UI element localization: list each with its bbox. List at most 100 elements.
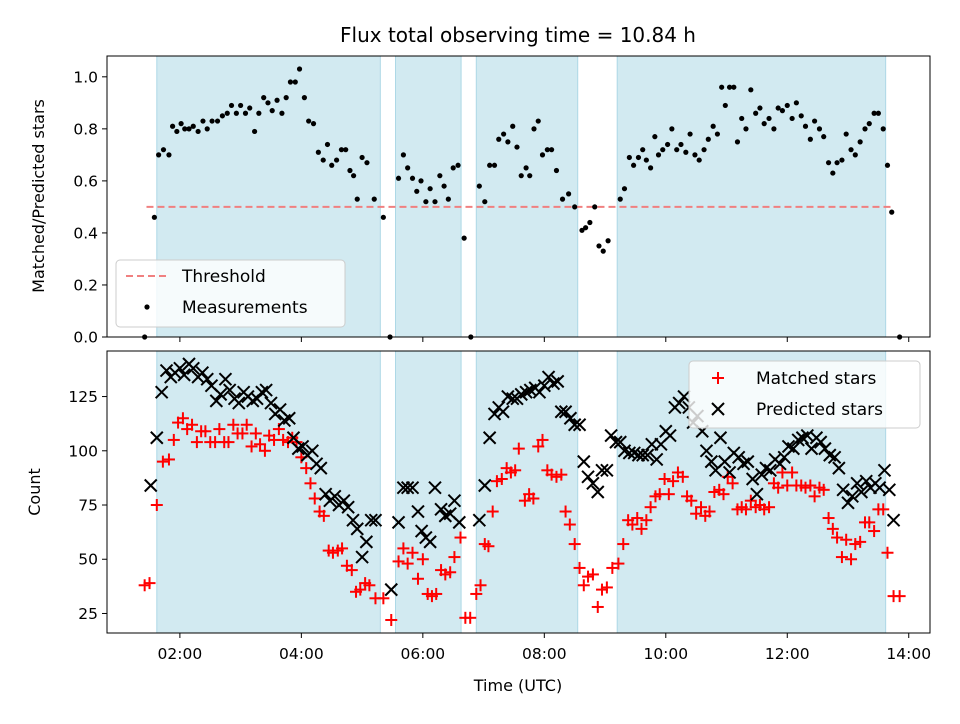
predicted-star-point bbox=[359, 535, 374, 549]
matched-star-point bbox=[143, 577, 156, 590]
matched-star-point bbox=[662, 488, 675, 501]
predicted-star-point bbox=[736, 457, 751, 471]
predicted-star-point bbox=[222, 383, 237, 397]
top-legend: Threshold Measurements bbox=[115, 259, 346, 328]
measurement-point bbox=[825, 160, 832, 166]
predicted-star-point bbox=[636, 448, 650, 462]
matched-star-point bbox=[176, 412, 189, 425]
matched-star-point bbox=[213, 423, 226, 436]
measurement-point bbox=[566, 191, 572, 197]
bottom-shaded-intervals bbox=[156, 350, 887, 634]
predicted-star-point bbox=[487, 407, 502, 421]
measurement-point bbox=[274, 97, 280, 103]
matched-star-point bbox=[448, 551, 461, 564]
measurement-point bbox=[648, 165, 654, 171]
y-tick-label: 0.4 bbox=[73, 224, 98, 242]
predicted-star-point bbox=[264, 396, 278, 410]
measurement-point bbox=[683, 149, 689, 155]
predicted-star-point bbox=[218, 372, 233, 386]
measurement-point bbox=[315, 149, 321, 155]
measurement-point bbox=[441, 183, 447, 189]
matched-star-point bbox=[222, 436, 235, 449]
legend-predicted-swatch bbox=[711, 402, 725, 416]
predicted-star-point bbox=[405, 480, 420, 495]
matched-star-point bbox=[167, 433, 180, 446]
measurement-point bbox=[347, 167, 353, 174]
top-panel: 0.0 0.2 0.4 0.6 0.8 1.0 Matched/Predicted sta… bbox=[29, 55, 931, 347]
matched-star-point bbox=[345, 564, 358, 577]
measurement-point bbox=[350, 173, 357, 179]
predicted-star-point bbox=[600, 463, 614, 478]
predicted-star-point bbox=[200, 372, 214, 386]
measurement-point bbox=[496, 136, 502, 142]
measurement-point bbox=[807, 136, 813, 142]
matched-star-point bbox=[563, 518, 576, 531]
shaded-interval bbox=[395, 55, 462, 338]
predicted-star-point bbox=[337, 493, 351, 508]
matched-star-point bbox=[640, 514, 653, 527]
matched-star-point bbox=[606, 561, 619, 574]
measurement-point bbox=[151, 214, 157, 220]
measurement-point bbox=[261, 95, 267, 101]
matched-star-point bbox=[532, 440, 545, 453]
predicted-star-point bbox=[572, 418, 587, 432]
matched-star-point bbox=[430, 587, 443, 600]
predicted-star-point bbox=[350, 522, 364, 536]
measurement-point bbox=[166, 152, 172, 158]
bottom-legend-box bbox=[688, 360, 921, 429]
measurement-point bbox=[505, 139, 511, 145]
bottom-legend: Matched stars Predicted stars bbox=[688, 360, 921, 429]
measurement-point bbox=[784, 102, 790, 109]
predicted-star-point bbox=[827, 450, 842, 464]
measurement-point bbox=[518, 173, 524, 179]
measurement-point bbox=[665, 141, 671, 148]
matched-star-point bbox=[826, 522, 839, 535]
matched-star-point bbox=[658, 472, 671, 485]
measurement-point bbox=[635, 154, 642, 161]
measurement-point bbox=[160, 147, 167, 153]
predicted-star-point bbox=[305, 444, 320, 458]
matched-star-point bbox=[893, 590, 906, 603]
measurement-point bbox=[200, 118, 206, 124]
predicted-star-point bbox=[411, 504, 425, 519]
measurement-point bbox=[427, 186, 433, 192]
measurement-point bbox=[592, 204, 598, 210]
measurement-point bbox=[279, 110, 285, 116]
shaded-interval bbox=[616, 55, 887, 338]
predicted-star-point bbox=[186, 361, 200, 376]
predicted-star-point bbox=[649, 452, 664, 467]
measurement-point bbox=[771, 126, 777, 132]
matched-star-point bbox=[190, 436, 203, 449]
predicted-star-point bbox=[532, 385, 547, 399]
predicted-star-point bbox=[472, 513, 487, 527]
measurement-point bbox=[178, 121, 184, 127]
measurement-point bbox=[418, 178, 424, 184]
measurement-point bbox=[705, 136, 711, 142]
matched-star-point bbox=[617, 538, 630, 551]
measurement-point bbox=[719, 84, 725, 90]
top-x-ticks bbox=[179, 337, 910, 342]
predicted-star-point bbox=[232, 396, 246, 410]
matched-star-point bbox=[690, 507, 703, 520]
predicted-star-point bbox=[213, 387, 228, 402]
predicted-star-point bbox=[554, 405, 569, 419]
predicted-star-point bbox=[813, 435, 828, 449]
measurement-point bbox=[875, 110, 881, 116]
predicted-star-point bbox=[259, 383, 273, 397]
matched-star-point bbox=[317, 509, 330, 522]
measurement-point bbox=[583, 225, 589, 231]
measurement-point bbox=[761, 121, 767, 127]
measurement-point bbox=[476, 183, 482, 189]
predicted-star-point bbox=[763, 463, 777, 478]
y-tick-label: 0.6 bbox=[73, 172, 98, 190]
measurement-point bbox=[190, 123, 196, 129]
measurement-point bbox=[333, 157, 340, 163]
top-y-axis-label: Matched/Predicted stars bbox=[29, 99, 48, 293]
matched-star-point bbox=[822, 512, 835, 525]
predicted-stars-series bbox=[144, 357, 901, 597]
measurement-point bbox=[527, 173, 533, 179]
predicted-star-point bbox=[886, 513, 901, 527]
measurement-point bbox=[320, 157, 326, 163]
measurement-point bbox=[696, 157, 702, 163]
measurement-point bbox=[354, 196, 360, 202]
